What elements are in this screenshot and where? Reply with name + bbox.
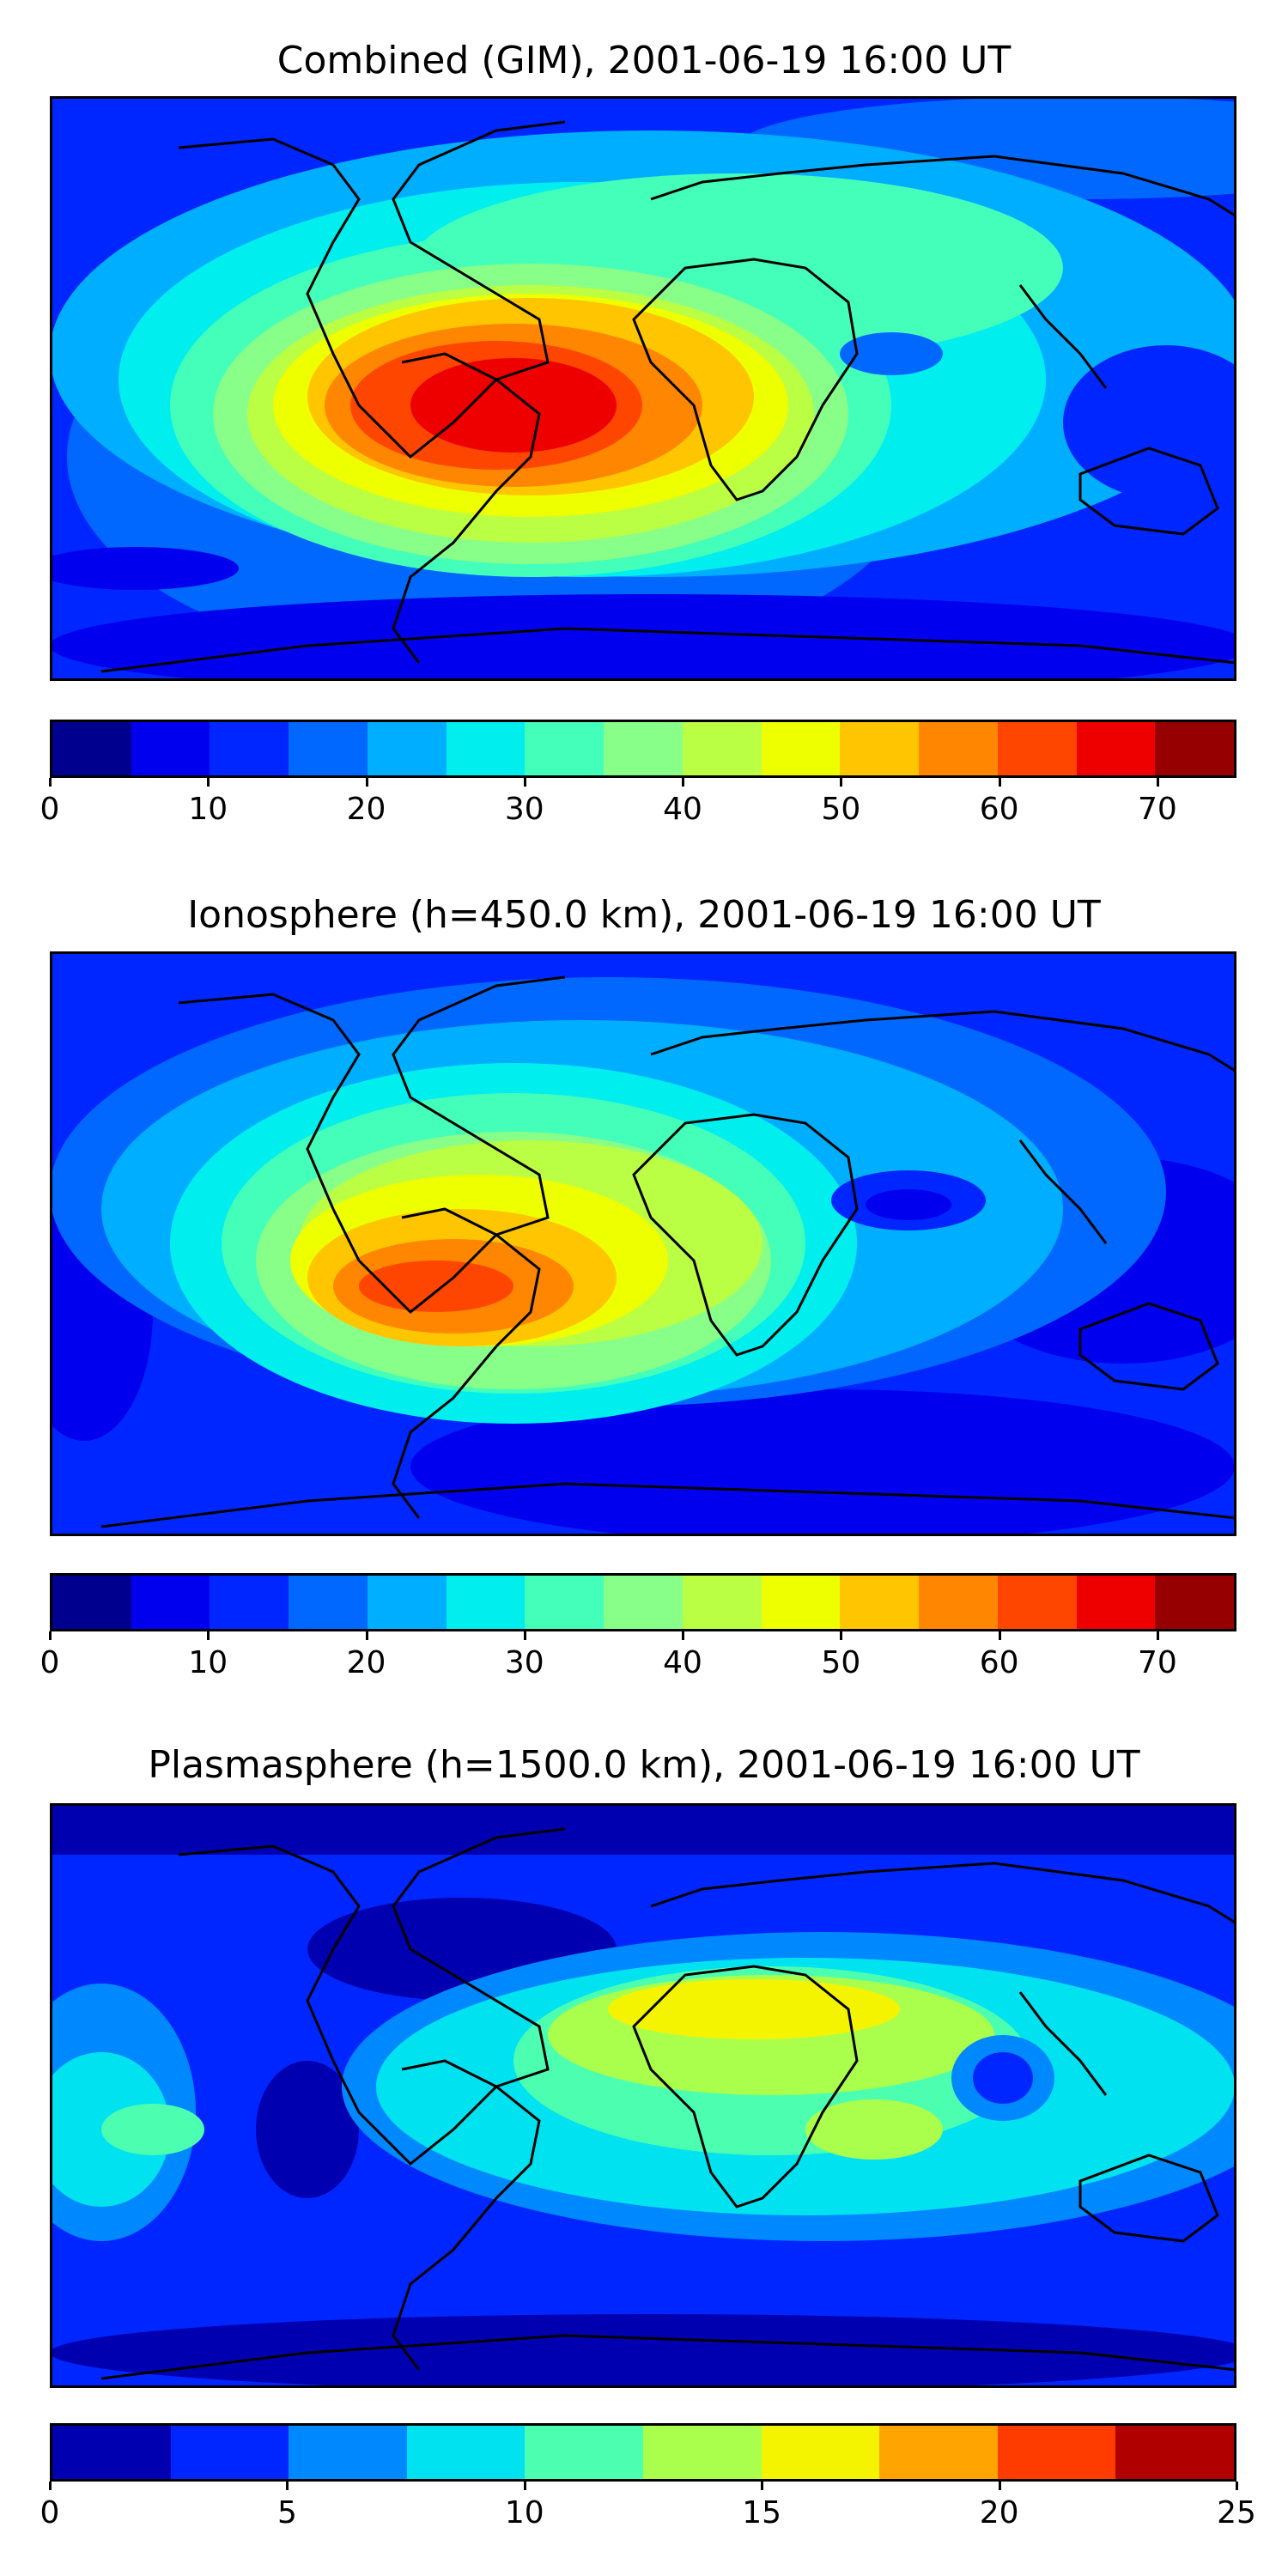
colorbar-tick-label: 40	[663, 792, 702, 827]
colorbar	[50, 1573, 1236, 1631]
colorbar-tick-label: 0	[39, 1645, 60, 1680]
colorbar-tick	[49, 1631, 52, 1640]
colorbar-segment	[131, 1576, 210, 1629]
colorbar-tick	[998, 1631, 1001, 1640]
colorbar	[50, 2423, 1236, 2482]
colorbar-tick	[49, 778, 52, 787]
colorbar-segment	[604, 722, 683, 775]
tec-map-combined	[50, 96, 1236, 681]
colorbar-tick	[365, 1631, 368, 1640]
colorbar-segment	[1076, 722, 1156, 775]
colorbar-tick-label: 20	[346, 792, 386, 827]
colorbar-tick-label: 60	[979, 1645, 1019, 1680]
colorbar-tick	[682, 778, 685, 787]
colorbar-tick-label: 30	[504, 792, 544, 827]
colorbar-segment	[1076, 1576, 1156, 1629]
colorbar-segment	[997, 2426, 1116, 2479]
colorbar-segment	[1115, 2426, 1234, 2479]
map-frame	[50, 1803, 1236, 2388]
colorbar-segment	[289, 1576, 368, 1629]
colorbar-segment	[879, 2426, 998, 2479]
colorbar-segment	[642, 2426, 762, 2479]
colorbar-segment	[761, 1576, 841, 1629]
panel-title: Combined (GIM), 2001-06-19 16:00 UT	[276, 39, 1012, 82]
colorbar-tick	[1156, 778, 1159, 787]
colorbar-segment	[367, 722, 447, 775]
colorbar-segment	[131, 722, 210, 775]
colorbar-segment	[525, 1576, 605, 1629]
colorbar-segment	[210, 722, 289, 775]
colorbar-tick-label: 0	[39, 792, 60, 827]
colorbar-tick	[840, 778, 843, 787]
colorbar-segment	[525, 2426, 643, 2479]
panel-title: Plasmasphere (h=1500.0 km), 2001-06-19 1…	[148, 1743, 1140, 1787]
colorbar-tick-label: 5	[276, 2495, 297, 2530]
colorbar-segment	[604, 1576, 683, 1629]
colorbar-segment	[525, 722, 605, 775]
map-frame	[50, 951, 1236, 1536]
colorbar-tick	[286, 2482, 289, 2490]
colorbar-tick-label: 40	[663, 1645, 702, 1680]
colorbar-tick-label: 50	[821, 1645, 861, 1680]
colorbar-ticks: 0 10 20 30 40 50 60 70	[40, 778, 1236, 829]
colorbar-segment	[761, 2426, 880, 2479]
colorbar-segment	[840, 1576, 920, 1629]
colorbar-tick	[207, 1631, 210, 1640]
colorbar-segment	[446, 1576, 526, 1629]
colorbar-tick-label: 10	[504, 2495, 544, 2530]
colorbar-tick	[1236, 2482, 1238, 2490]
colorbar-tick	[207, 778, 210, 787]
colorbar-segment	[682, 722, 762, 775]
colorbar-tick-label: 10	[188, 792, 228, 827]
colorbar-segment	[761, 722, 841, 775]
colorbar-tick	[998, 2482, 1001, 2490]
colorbar-tick-label: 60	[979, 792, 1019, 827]
colorbar-segment	[919, 722, 998, 775]
colorbar-segment	[997, 1576, 1077, 1629]
colorbar-tick	[761, 2482, 764, 2490]
colorbar-segment	[210, 1576, 289, 1629]
colorbar-tick-label: 50	[821, 792, 861, 827]
colorbar-ticks: 0 10 20 30 40 50 60 70	[40, 1631, 1236, 1683]
colorbar-ticks: 0 5 10 15 20 25	[40, 2482, 1256, 2533]
colorbar-tick	[998, 778, 1001, 787]
colorbar-tick	[682, 1631, 685, 1640]
map-frame	[50, 96, 1236, 681]
colorbar-segment	[446, 722, 526, 775]
colorbar-tick-label: 70	[1137, 792, 1177, 827]
colorbar-tick-label: 20	[346, 1645, 386, 1680]
colorbar-tick-label: 10	[188, 1645, 228, 1680]
colorbar-tick	[365, 778, 368, 787]
colorbar-tick	[523, 778, 526, 787]
colorbar-tick	[840, 1631, 843, 1640]
colorbar-segment	[289, 722, 368, 775]
colorbar-segment	[682, 1576, 762, 1629]
colorbar-segment	[367, 1576, 447, 1629]
colorbar-tick-label: 25	[1217, 2495, 1256, 2530]
colorbar-segment	[1155, 722, 1235, 775]
colorbar-segment	[1155, 1576, 1235, 1629]
panel-title: Ionosphere (h=450.0 km), 2001-06-19 16:0…	[187, 893, 1101, 937]
tec-map-plasmasphere	[50, 1803, 1236, 2388]
colorbar-segment	[52, 2426, 171, 2479]
colorbar-tick-label: 70	[1137, 1645, 1177, 1680]
colorbar-segment	[170, 2426, 289, 2479]
colorbar-segment	[289, 2426, 407, 2479]
colorbar-tick-label: 0	[39, 2495, 60, 2530]
colorbar-tick	[49, 2482, 52, 2490]
colorbar-tick	[523, 1631, 526, 1640]
colorbar-segment	[52, 1576, 131, 1629]
colorbar-segment	[406, 2426, 526, 2479]
colorbar-segment	[919, 1576, 998, 1629]
colorbar-tick-label: 30	[504, 1645, 544, 1680]
colorbar-tick	[523, 2482, 526, 2490]
colorbar-segment	[840, 722, 920, 775]
colorbar-segment	[997, 722, 1077, 775]
colorbar-segment	[52, 722, 131, 775]
colorbar-tick	[1156, 1631, 1159, 1640]
colorbar-tick-label: 15	[742, 2495, 782, 2530]
colorbar-tick-label: 20	[979, 2495, 1019, 2530]
tec-map-ionosphere	[50, 951, 1236, 1536]
colorbar	[50, 720, 1236, 778]
